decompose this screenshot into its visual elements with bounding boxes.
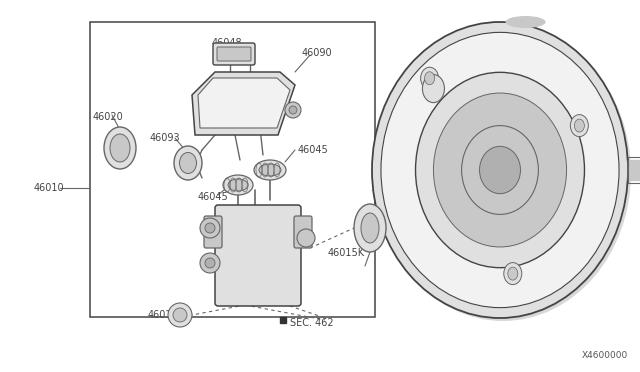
Circle shape (205, 258, 215, 268)
Text: 46015K: 46015K (328, 248, 365, 258)
FancyBboxPatch shape (204, 216, 222, 248)
Ellipse shape (223, 175, 253, 195)
Circle shape (205, 223, 215, 233)
Ellipse shape (424, 72, 435, 85)
Ellipse shape (372, 22, 628, 318)
Ellipse shape (461, 126, 538, 214)
FancyBboxPatch shape (217, 47, 251, 61)
Ellipse shape (254, 160, 286, 180)
Text: 46048: 46048 (212, 38, 243, 48)
Ellipse shape (508, 267, 518, 280)
Bar (628, 157, 640, 183)
Ellipse shape (420, 67, 438, 89)
Circle shape (173, 308, 187, 322)
Ellipse shape (110, 134, 130, 162)
Ellipse shape (228, 179, 248, 191)
Text: 46010B: 46010B (148, 310, 186, 320)
Bar (628, 160, 640, 180)
Ellipse shape (570, 115, 588, 137)
Text: <47210>: <47210> (463, 275, 510, 285)
Text: 46045: 46045 (198, 192, 228, 202)
Text: 46093: 46093 (150, 133, 180, 143)
FancyBboxPatch shape (213, 43, 255, 65)
Ellipse shape (174, 146, 202, 180)
Circle shape (200, 218, 220, 238)
Circle shape (285, 102, 301, 118)
Text: 46090: 46090 (302, 48, 333, 58)
Text: SEC. 470: SEC. 470 (463, 265, 507, 275)
Polygon shape (192, 72, 295, 135)
FancyBboxPatch shape (294, 216, 312, 248)
Circle shape (289, 106, 297, 114)
Circle shape (297, 229, 315, 247)
Circle shape (168, 303, 192, 327)
Text: SEC. 462: SEC. 462 (290, 318, 333, 328)
Ellipse shape (375, 25, 631, 321)
Ellipse shape (574, 119, 584, 132)
Polygon shape (198, 78, 290, 128)
Ellipse shape (433, 93, 566, 247)
Ellipse shape (361, 213, 379, 243)
Ellipse shape (422, 75, 444, 103)
Ellipse shape (479, 146, 520, 194)
Ellipse shape (415, 72, 584, 268)
Circle shape (200, 253, 220, 273)
Bar (90, 22, 375, 317)
Text: 46045: 46045 (298, 145, 329, 155)
Text: 46010: 46010 (34, 183, 65, 193)
Ellipse shape (354, 204, 386, 252)
Ellipse shape (179, 153, 196, 173)
FancyBboxPatch shape (215, 205, 301, 306)
Ellipse shape (381, 32, 619, 308)
Text: X4600000: X4600000 (582, 351, 628, 360)
Ellipse shape (506, 16, 545, 28)
Text: 46020: 46020 (93, 112, 124, 122)
Ellipse shape (504, 263, 522, 285)
Ellipse shape (259, 164, 281, 176)
Ellipse shape (104, 127, 136, 169)
